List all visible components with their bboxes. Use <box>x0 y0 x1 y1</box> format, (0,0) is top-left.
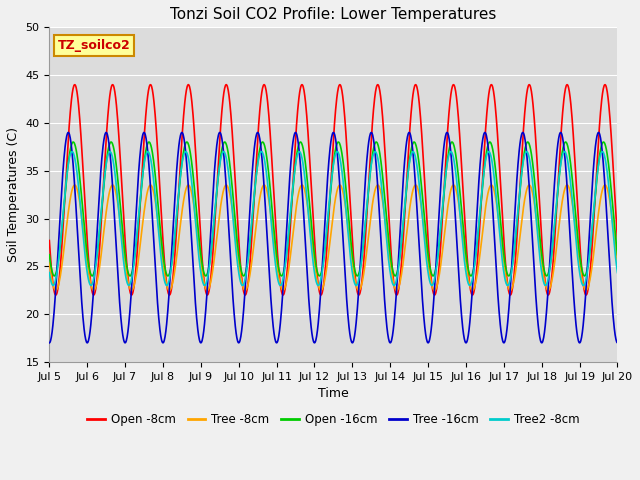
X-axis label: Time: Time <box>318 387 349 400</box>
Y-axis label: Soil Temperatures (C): Soil Temperatures (C) <box>7 127 20 262</box>
Title: Tonzi Soil CO2 Profile: Lower Temperatures: Tonzi Soil CO2 Profile: Lower Temperatur… <box>170 7 497 22</box>
Legend: Open -8cm, Tree -8cm, Open -16cm, Tree -16cm, Tree2 -8cm: Open -8cm, Tree -8cm, Open -16cm, Tree -… <box>83 408 584 431</box>
Text: TZ_soilco2: TZ_soilco2 <box>58 39 131 52</box>
